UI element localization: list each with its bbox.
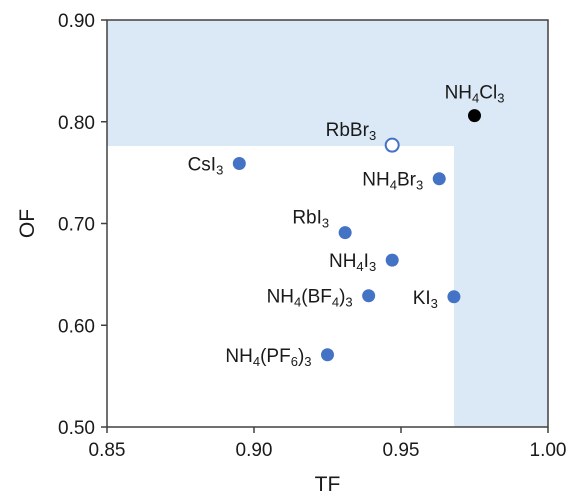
- point-label: RbI3: [292, 208, 329, 231]
- point-nh4bf43: [362, 289, 376, 303]
- point-label: NH4(PF6)3: [225, 346, 311, 369]
- point-nh4i3: [385, 253, 399, 267]
- y-tick-label: 0.70: [58, 215, 95, 236]
- x-tick-label: 1.00: [530, 440, 567, 461]
- plot-interior: [107, 146, 454, 428]
- point-nh4pf63: [321, 348, 334, 362]
- point-label: NH4I3: [329, 251, 376, 274]
- point-label: NH4Br3: [362, 170, 423, 193]
- regions-layer: [107, 20, 548, 428]
- point-ki3: [447, 290, 461, 304]
- point-nh4cl3: [468, 109, 481, 123]
- x-tick-label: 0.95: [383, 440, 420, 461]
- point-label: CsI3: [188, 154, 224, 177]
- point-rbi3: [338, 226, 352, 240]
- ticks-layer: 0.85 0.90 0.95 1.00 0.50 0.60 0.70 0.80 0.90: [58, 11, 566, 461]
- point-csi3: [232, 156, 246, 170]
- y-axis-title: OF: [16, 209, 39, 238]
- point-label: NH4(BF4)3: [267, 287, 353, 310]
- point-label: RbBr3: [326, 120, 377, 143]
- point-nh4br3: [432, 172, 446, 186]
- point-label: KI3: [413, 288, 438, 311]
- y-tick-label: 0.90: [58, 11, 95, 32]
- point-label: NH4Cl3: [445, 83, 505, 106]
- y-tick-label: 0.80: [58, 113, 95, 134]
- y-tick-label: 0.50: [58, 418, 95, 439]
- x-axis-title: TF: [315, 473, 341, 496]
- x-tick-label: 0.90: [236, 440, 273, 461]
- point-rbbr3: [384, 137, 400, 153]
- light-region-right: [453, 20, 548, 427]
- x-tick-label: 0.85: [89, 440, 126, 461]
- y-tick-label: 0.60: [58, 316, 95, 337]
